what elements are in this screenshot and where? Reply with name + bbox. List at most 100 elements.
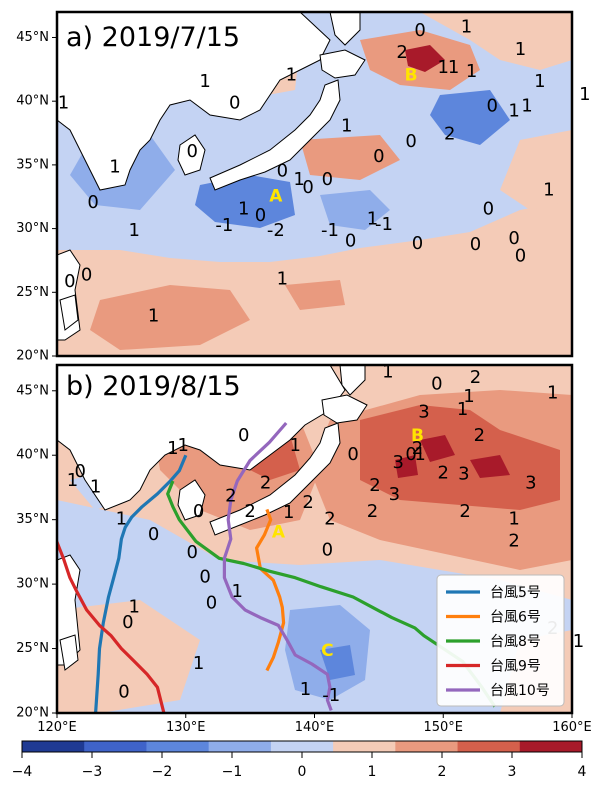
contour-label: 1 xyxy=(414,444,425,465)
contour-label: 1 xyxy=(515,39,526,60)
contour-label: 1 xyxy=(177,435,188,456)
contour-label: 1 xyxy=(129,596,140,617)
contour-label: 3 xyxy=(392,452,403,473)
y-tick-label: 20°N xyxy=(16,349,49,364)
typhoon-track-2 xyxy=(255,508,286,672)
colorbar-cell xyxy=(84,741,147,752)
contour-label: 1 xyxy=(466,61,477,82)
colorbar-tick-label: −2 xyxy=(152,764,173,780)
contour-label: 2 xyxy=(244,501,255,522)
contour-label: 1 xyxy=(199,71,210,92)
contour-label: 1 xyxy=(579,84,590,105)
contour-label: 2 xyxy=(474,425,485,446)
contour-label: 1 xyxy=(341,116,352,137)
colorbar-tick-label: 2 xyxy=(438,764,447,780)
contour-label: 1 xyxy=(116,509,127,530)
typhoon-track-5 xyxy=(222,421,333,711)
contour-label: 0 xyxy=(87,192,98,213)
panel-b-contour-labels: 1211032123323232212211001011101110022222… xyxy=(67,362,584,707)
contour-label: 3 xyxy=(389,484,400,505)
contour-label: 3 xyxy=(458,464,469,485)
colorbar-tick-label: 4 xyxy=(578,764,587,780)
contour-label: 2 xyxy=(396,42,407,63)
contour-label: -1 xyxy=(321,220,339,241)
pos-very-patch xyxy=(470,455,510,478)
panel-a-markers: AB xyxy=(269,66,417,207)
contour-label: 0 xyxy=(193,501,204,522)
pos-very-patch xyxy=(395,455,418,478)
y-tick-label: 20°N xyxy=(16,706,49,721)
contour-label: 0 xyxy=(74,461,85,482)
contour-label: 1 xyxy=(283,502,294,523)
y-tick-label: 25°N xyxy=(16,641,49,656)
contour-label: 0 xyxy=(199,567,210,588)
pos-weak-patch xyxy=(420,12,572,70)
contour-label: 1 xyxy=(148,306,159,327)
contour-label: 2 xyxy=(412,438,423,459)
x-tick-label: 120°E xyxy=(37,720,77,735)
pos-strong-region xyxy=(360,405,560,510)
neg-strong-patch xyxy=(320,645,355,680)
y-tick-label: 45°N xyxy=(16,30,49,45)
colorbar-tick-label: 0 xyxy=(298,764,307,780)
colorbar-tick-label: −3 xyxy=(82,764,103,780)
land-continent xyxy=(57,12,331,191)
contour-label: 1 xyxy=(461,16,472,37)
contour-label: 0 xyxy=(405,444,416,465)
contour-label: 1 xyxy=(508,509,519,530)
panel-a-frame xyxy=(55,10,574,358)
contour-label: 0 xyxy=(515,246,526,267)
pos-mid-patch xyxy=(300,135,400,180)
contour-label: 0 xyxy=(322,540,333,561)
y-tick-label: 40°N xyxy=(16,94,49,109)
contour-label: 1 xyxy=(367,209,378,230)
land-korea xyxy=(177,134,206,176)
colorbar-cell xyxy=(395,741,459,752)
region-marker-b: B xyxy=(411,426,424,446)
legend-label: 台風10号 xyxy=(490,683,550,699)
contour-label: 0 xyxy=(302,177,313,198)
contour-label: 0 xyxy=(148,524,159,545)
land-korea xyxy=(177,479,206,521)
land-hokkaido xyxy=(319,49,366,79)
panel-a-y-axis: 20°N 25°N 30°N 35°N 40°N 45°N xyxy=(16,30,57,364)
contour-label: 1 xyxy=(547,382,558,403)
land-hokkaido xyxy=(321,394,368,424)
x-tick-label: 140°E xyxy=(295,720,335,735)
contour-label: 1 xyxy=(463,386,474,407)
contour-label: 0 xyxy=(186,542,197,563)
contour-label: 1 xyxy=(289,435,300,456)
panel-b-markers: A B C xyxy=(272,426,424,661)
x-tick-label: 150°E xyxy=(423,720,463,735)
pos-very-patch xyxy=(420,435,455,462)
contour-label: 0 xyxy=(347,444,358,465)
region-marker-b: B xyxy=(405,66,418,86)
x-tick-label: 130°E xyxy=(166,720,206,735)
panel-b: b) 2019/8/15 121103212332323221221100101… xyxy=(16,362,592,735)
contour-label: 0 xyxy=(277,160,288,181)
contour-label: 2 xyxy=(444,123,455,144)
contour-label: 1 xyxy=(129,220,140,241)
contour-label: 1 xyxy=(448,57,459,78)
contour-label: 1 xyxy=(521,95,532,116)
contour-label: 0 xyxy=(255,205,266,226)
pos-mid-patch xyxy=(285,280,345,310)
y-tick-label: 45°N xyxy=(16,383,49,398)
contour-label: 0 xyxy=(486,95,497,116)
panel-b-title: b) 2019/8/15 xyxy=(66,371,241,402)
colorbar-tick-label: 1 xyxy=(368,764,377,780)
contour-label: 1 xyxy=(286,65,297,86)
contour-label: 3 xyxy=(525,473,536,494)
y-tick-label: 35°N xyxy=(16,157,49,172)
contour-label: 1 xyxy=(90,476,101,497)
colorbar-cell xyxy=(146,741,210,752)
legend-label: 台風8号 xyxy=(490,634,541,650)
contour-label: 2 xyxy=(225,485,236,506)
neg-strong-patch xyxy=(430,90,510,145)
contour-label: 2 xyxy=(367,501,378,522)
contour-label: 2 xyxy=(438,462,449,483)
contour-label: 1 xyxy=(238,198,249,219)
